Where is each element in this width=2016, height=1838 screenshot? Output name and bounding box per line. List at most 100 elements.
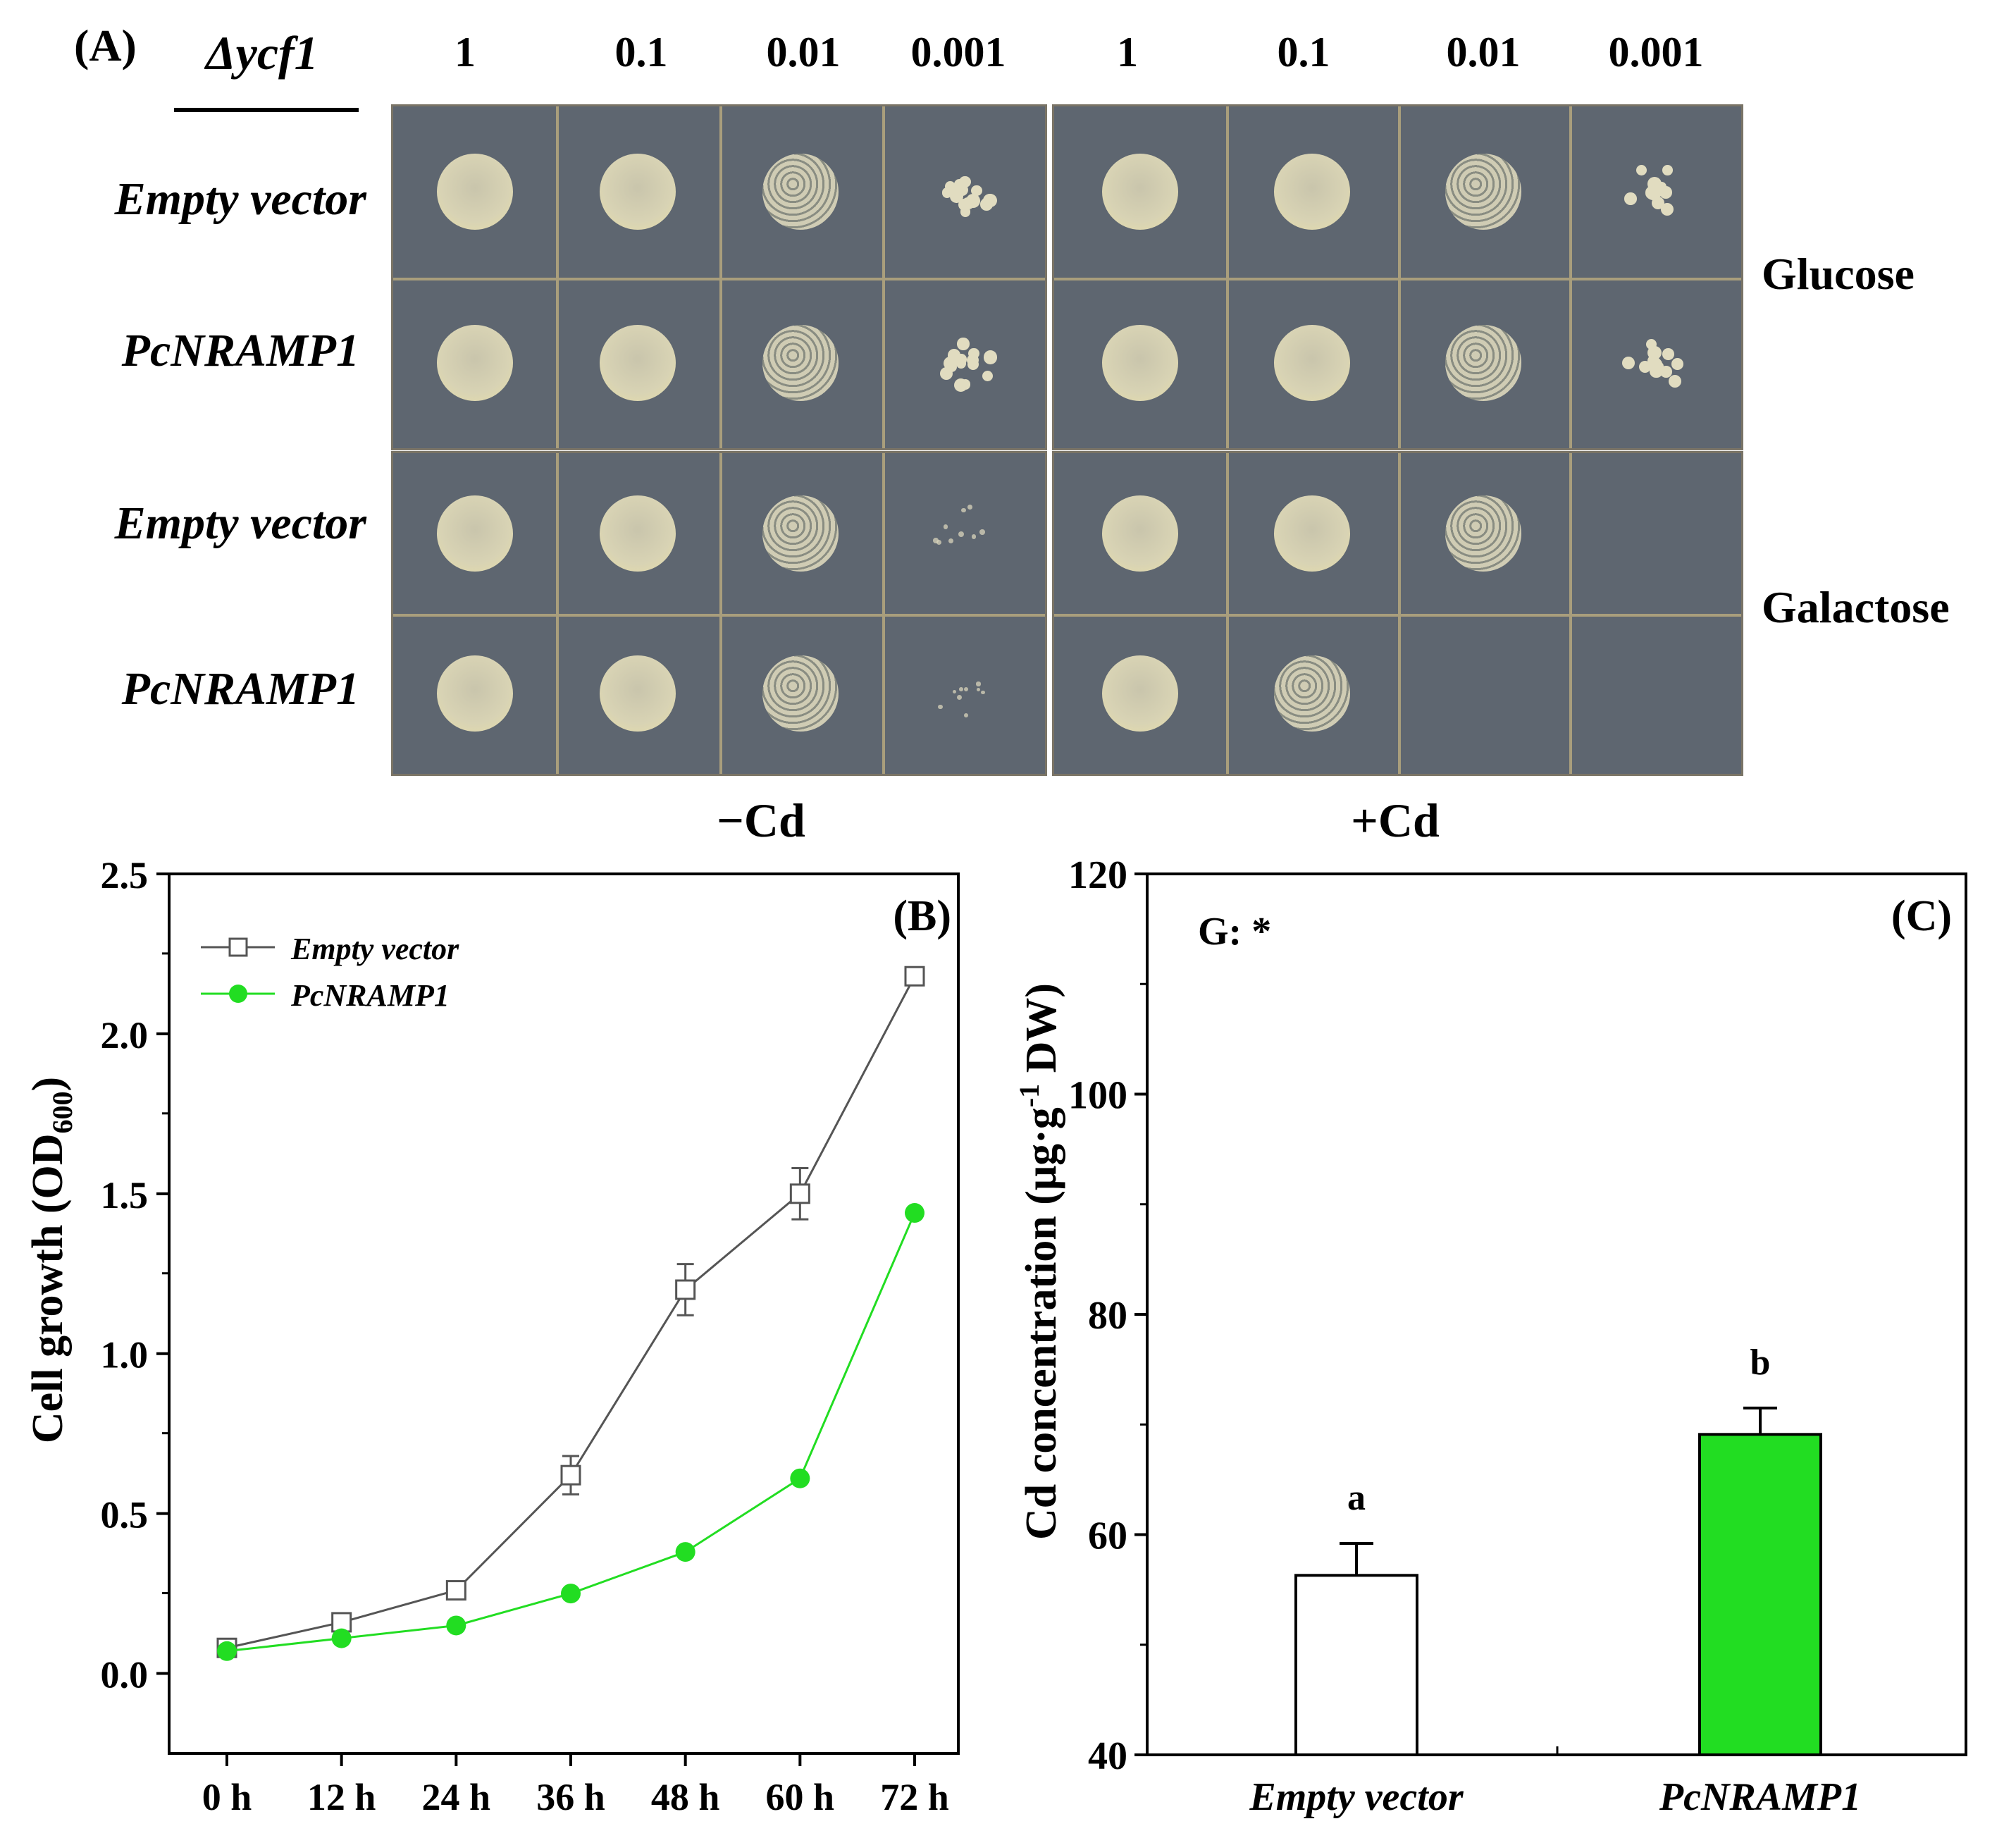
growth-line-chart: 0.0 0.5 1.0 1.5 2.0 2.5 0 h 12 h 24 h 36 h 48 h 60 … [24,854,960,1818]
row-label: PcNRAMP1 [121,325,359,376]
yeast-spot [762,655,839,732]
plate-gridline [1054,613,1741,617]
chart-b-axes: 0.0 0.5 1.0 1.5 2.0 2.5 0 h 12 h 24 h 36 h 48 h 60 … [101,854,960,1818]
data-point-pcnramp1 [905,1203,924,1223]
dilution-label: 0.1 [614,29,668,75]
yeast-colony [963,686,968,691]
plate-panel [391,104,1047,450]
yeast-spot [436,495,513,572]
yeast-colony [933,538,939,544]
yeast-colony [946,361,957,373]
yeast-spot [762,495,839,572]
ylabel-main: Cd concentration (μg·g [1018,1107,1065,1540]
yeast-colony [1671,358,1684,370]
x-tick-label: 48 h [651,1776,720,1818]
legend-label-empty-vector: Empty vector [290,932,459,966]
yeast-spot [1273,655,1350,732]
condition-label-plus-cd: +Cd [1351,794,1440,847]
yeast-colony [948,538,953,543]
chart-b-panel-label: (B) [893,892,951,940]
yeast-spot [762,324,839,401]
y-tick-label: 1.0 [101,1334,149,1376]
data-point-pcnramp1 [217,1641,237,1661]
yeast-spot [1101,495,1178,572]
bar-empty-vector [1294,1574,1418,1756]
yeast-colony [1622,356,1635,370]
x-tick-label: Empty vector [1249,1775,1464,1819]
yeast-colony [1647,186,1659,198]
dilution-label: 1 [1117,29,1138,75]
yeast-colony [938,704,944,710]
y-tick-label: 1.5 [101,1174,149,1216]
yeast-colony [1645,338,1657,350]
y-tick-label: 40 [1088,1734,1127,1778]
yeast-colony [1660,202,1674,216]
significance-letter: a [1347,1478,1366,1518]
yeast-colony [983,350,998,364]
yeast-spot [436,324,513,401]
legend-label-pcnramp1: PcNRAMP1 [290,978,450,1013]
chart-b-frame [168,872,960,1755]
yeast-colony [971,185,982,197]
yeast-colony [1668,374,1681,388]
chart-b-ylabel: Cell growth (OD600) [24,1077,78,1443]
yeast-colony [959,175,971,187]
data-point-empty-vector [789,1183,810,1204]
chart-c-annotation: G: * [1198,910,1271,954]
yeast-colony [967,358,979,370]
yeast-spot [1273,324,1350,401]
x-tick-label: 36 h [536,1776,605,1818]
yeast-colony [967,505,972,510]
yeast-colony [953,378,967,393]
yeast-colony [961,507,966,513]
yeast-spot [762,154,839,230]
yeast-colony [963,713,968,718]
yeast-colony [1624,192,1637,205]
chart-c-axes: 40 60 80 100 120 Empty vector PcNRAMP1 [1068,853,1967,1819]
chart-c-marks: ab [1294,1343,1822,1756]
yeast-colony [936,539,942,545]
significance-letter: b [1750,1343,1771,1383]
yeast-spot [1445,324,1522,401]
x-tick-label: PcNRAMP1 [1659,1775,1861,1819]
yeast-colony [952,690,956,694]
yeast-spot [599,154,676,230]
series-line-empty-vector [226,975,916,1649]
legend-marker-empty-vector [228,937,248,957]
x-tick-label: 12 h [307,1776,376,1818]
yeast-colony [1662,164,1673,175]
yeast-colony [976,688,980,692]
dilution-label: 0.001 [910,29,1006,75]
yeast-spot [1445,154,1522,230]
yeast-colony [982,193,997,208]
plate-gridline [393,277,1045,280]
yeast-spot [1273,495,1350,572]
x-tick-label: 72 h [880,1776,949,1818]
chart-c-frame [1146,872,1967,1756]
ylabel-close: ) [24,1077,72,1092]
yeast-colony [971,534,977,539]
bar-pcnramp1 [1698,1433,1822,1756]
yeast-colony [958,531,965,537]
dilution-label: 1 [454,29,476,75]
chart-b-legend: Empty vector PcNRAMP1 [201,932,459,1013]
strain-label: Δycf1 [206,26,319,80]
y-tick-label: 0.0 [101,1654,149,1696]
yeast-colony [1660,366,1672,378]
yeast-colony [959,687,964,691]
yeast-colony [979,529,985,535]
yeast-colony [962,197,975,210]
yeast-spot [1445,495,1522,572]
y-tick-label: 0.5 [101,1494,149,1536]
yeast-spot [1273,154,1350,230]
row-label: Empty vector [114,173,366,225]
yeast-colony [956,358,966,369]
medium-label-galactose: Galactose [1762,582,1950,632]
data-point-empty-vector [675,1279,696,1300]
yeast-colony [948,183,960,195]
ylabel-sub: 600 [47,1091,78,1133]
yeast-colony [1638,361,1652,374]
yeast-colony [943,524,948,529]
y-tick-label: 80 [1088,1294,1127,1338]
